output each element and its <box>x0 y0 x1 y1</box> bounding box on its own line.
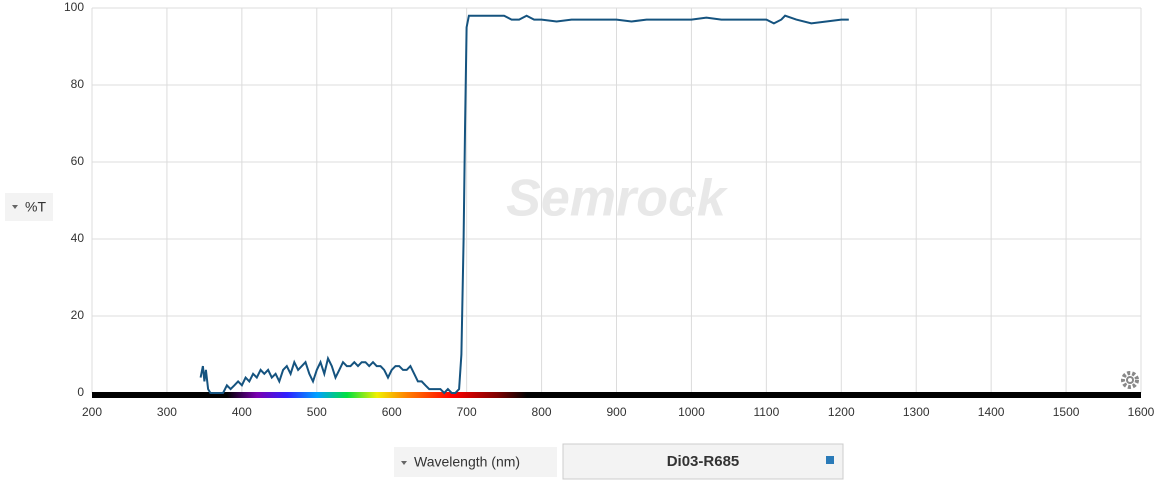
x-tick-label: 300 <box>157 405 177 419</box>
x-tick-label: 1200 <box>828 405 855 419</box>
x-tick-label: 400 <box>232 405 252 419</box>
plot <box>199 14 849 395</box>
series-line <box>199 14 849 395</box>
x-axis-label: Wavelength (nm) <box>414 454 520 470</box>
x-tick-label: 900 <box>606 405 626 419</box>
y-tick-label: 100 <box>64 0 84 14</box>
y-tick-label: 0 <box>77 385 84 399</box>
x-axis-dropdown[interactable]: Wavelength (nm) <box>394 447 557 477</box>
x-tick-label: 1300 <box>903 405 930 419</box>
legend-label: Di03-R685 <box>667 453 740 470</box>
y-tick-label: 20 <box>71 308 85 322</box>
x-tick-label: 1500 <box>1053 405 1080 419</box>
y-axis-dropdown[interactable]: %T <box>5 193 53 221</box>
watermark: Semrock <box>506 170 729 228</box>
y-tick-label: 80 <box>71 77 85 91</box>
x-tick-label: 700 <box>457 405 477 419</box>
x-tick-label: 1000 <box>678 405 705 419</box>
legend[interactable]: Di03-R685 <box>562 443 844 480</box>
y-tick-label: 40 <box>71 231 85 245</box>
spectrum-bar <box>92 392 1141 398</box>
y-tick-label: 60 <box>71 154 85 168</box>
settings-icon[interactable] <box>1121 371 1139 389</box>
x-tick-label: 500 <box>307 405 327 419</box>
x-tick-label: 600 <box>382 405 402 419</box>
x-tick-label: 1100 <box>753 405 779 419</box>
x-tick-label: 200 <box>82 405 102 419</box>
save-icon[interactable] <box>826 456 834 464</box>
grid: 0 20 40 60 80 100 200 300 400 500 600 700 800 900 1000… <box>64 0 1155 419</box>
y-axis-label: %T <box>25 199 46 215</box>
visible-spectrum <box>227 392 527 398</box>
x-tick-label: 1600 <box>1128 405 1155 419</box>
x-tick-label: 1400 <box>978 405 1005 419</box>
x-tick-label: 800 <box>532 405 552 419</box>
